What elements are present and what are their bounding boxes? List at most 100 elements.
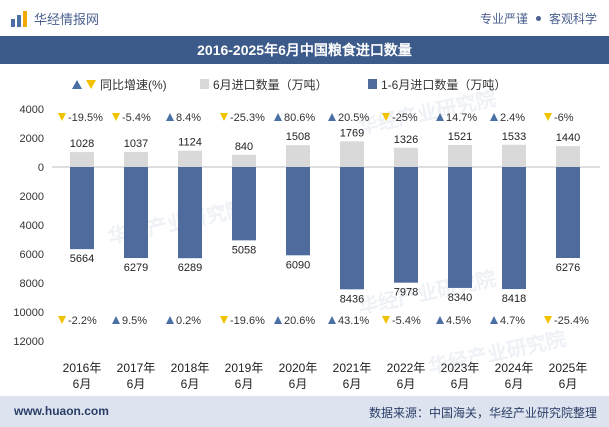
monthly-value-label: 1326 (394, 134, 418, 146)
x-tick-label-month: 6月 (505, 377, 524, 391)
legend-down-arrow-icon (86, 80, 96, 89)
monthly-value-label: 840 (235, 141, 253, 153)
monthly-value-label: 1769 (340, 127, 364, 139)
monthly-growth-label: 20.5% (338, 112, 369, 124)
footer-site: www.huaon.com (14, 404, 109, 418)
monthly-value-label: 1124 (178, 137, 202, 149)
growth-up-arrow-icon (436, 113, 444, 121)
x-tick-label-month: 6月 (451, 377, 470, 391)
cumulative-bar (394, 167, 418, 283)
x-tick-label-month: 6月 (343, 377, 362, 391)
growth-up-arrow-icon (166, 113, 174, 121)
growth-up-arrow-icon (328, 113, 336, 121)
cumulative-value-label: 8436 (340, 293, 364, 305)
legend-cumulative-swatch (368, 79, 377, 89)
x-tick-label-month: 6月 (73, 377, 92, 391)
cumulative-bar (340, 167, 364, 290)
monthly-value-label: 1028 (70, 138, 94, 150)
monthly-value-label: 1440 (556, 132, 580, 144)
top-bar: 华经情报网 专业严谨 客观科学 (0, 0, 609, 36)
monthly-value-label: 1521 (448, 131, 472, 143)
monthly-bar (556, 146, 580, 167)
cumulative-growth-label: 0.2% (176, 315, 201, 327)
growth-down-arrow-icon (382, 316, 390, 324)
x-tick-label-month: 6月 (397, 377, 416, 391)
slogan-right: 客观科学 (548, 12, 597, 26)
growth-up-arrow-icon (274, 113, 282, 121)
growth-down-arrow-icon (220, 316, 228, 324)
growth-up-arrow-icon (112, 316, 120, 324)
legend-monthly-swatch (200, 79, 209, 89)
cumulative-growth-label: 20.6% (284, 315, 315, 327)
x-tick-label-year: 2025年 (549, 361, 588, 375)
cumulative-growth-label: -25.4% (554, 315, 589, 327)
watermark-text: 华经产业研究院 (356, 266, 498, 319)
chart-title: 2016-2025年6月中国粮食进口数量 (0, 36, 609, 64)
monthly-bar (394, 147, 418, 167)
y-tick-label: 8000 (20, 278, 44, 290)
brand-name: 华经情报网 (34, 12, 100, 27)
monthly-bar (178, 150, 202, 167)
growth-down-arrow-icon (220, 113, 228, 121)
monthly-growth-label: 2.4% (500, 112, 525, 124)
x-tick-label-year: 2024年 (495, 361, 534, 375)
cumulative-bar (70, 167, 94, 250)
legend-monthly-label: 6月进口数量（万吨） (213, 77, 328, 92)
cumulative-bar (448, 167, 472, 288)
cumulative-value-label: 5058 (232, 244, 256, 256)
x-tick-label-month: 6月 (127, 377, 146, 391)
cumulative-growth-label: -5.4% (392, 315, 421, 327)
y-tick-label: 10000 (13, 307, 44, 319)
cumulative-bar (286, 167, 310, 256)
growth-up-arrow-icon (274, 316, 282, 324)
slogan-left: 专业严谨 (479, 12, 528, 26)
monthly-value-label: 1533 (502, 131, 526, 143)
y-tick-label: 2000 (20, 191, 44, 203)
monthly-bar (70, 152, 94, 167)
slogan-dot-icon (535, 16, 541, 21)
cumulative-growth-label: -19.6% (230, 315, 265, 327)
x-tick-label-year: 2017年 (117, 361, 156, 375)
y-tick-label: 12000 (13, 336, 44, 348)
brand: 华经情报网 (10, 9, 99, 28)
growth-down-arrow-icon (58, 316, 66, 324)
y-tick-label: 4000 (20, 104, 44, 116)
growth-down-arrow-icon (58, 113, 66, 121)
y-tick-label: 4000 (20, 220, 44, 232)
monthly-growth-label: -25% (392, 112, 418, 124)
footer: www.huaon.com 数据来源：中国海关，华经产业研究院整理 (0, 396, 609, 427)
x-tick-label-year: 2022年 (387, 361, 426, 375)
x-tick-label-year: 2020年 (279, 361, 318, 375)
monthly-value-label: 1037 (124, 138, 148, 150)
x-tick-label-month: 6月 (181, 377, 200, 391)
growth-down-arrow-icon (112, 113, 120, 121)
cumulative-growth-label: 9.5% (122, 315, 147, 327)
cumulative-value-label: 6090 (286, 259, 310, 271)
cumulative-bar (232, 167, 256, 241)
monthly-bar (448, 144, 472, 167)
cumulative-value-label: 6279 (124, 262, 148, 274)
x-tick-label-year: 2023年 (441, 361, 480, 375)
growth-up-arrow-icon (328, 316, 336, 324)
monthly-bar (124, 151, 148, 167)
growth-up-arrow-icon (436, 316, 444, 324)
cumulative-value-label: 5664 (70, 253, 94, 265)
cumulative-growth-label: -2.2% (68, 315, 97, 327)
y-tick-label: 2000 (20, 133, 44, 145)
monthly-growth-label: 80.6% (284, 112, 315, 124)
x-tick-label-month: 6月 (289, 377, 308, 391)
y-tick-label: 0 (38, 162, 44, 174)
cumulative-value-label: 8418 (502, 293, 526, 305)
x-tick-label-year: 2019年 (225, 361, 264, 375)
monthly-bar (232, 154, 256, 167)
cumulative-value-label: 7978 (394, 287, 418, 299)
monthly-value-label: 1508 (286, 131, 310, 143)
cumulative-bar (556, 167, 580, 259)
cumulative-growth-label: 43.1% (338, 315, 369, 327)
x-tick-label-year: 2021年 (333, 361, 372, 375)
growth-down-arrow-icon (544, 316, 552, 324)
cumulative-value-label: 6276 (556, 262, 580, 274)
growth-down-arrow-icon (544, 113, 552, 121)
x-tick-label-month: 6月 (559, 377, 578, 391)
